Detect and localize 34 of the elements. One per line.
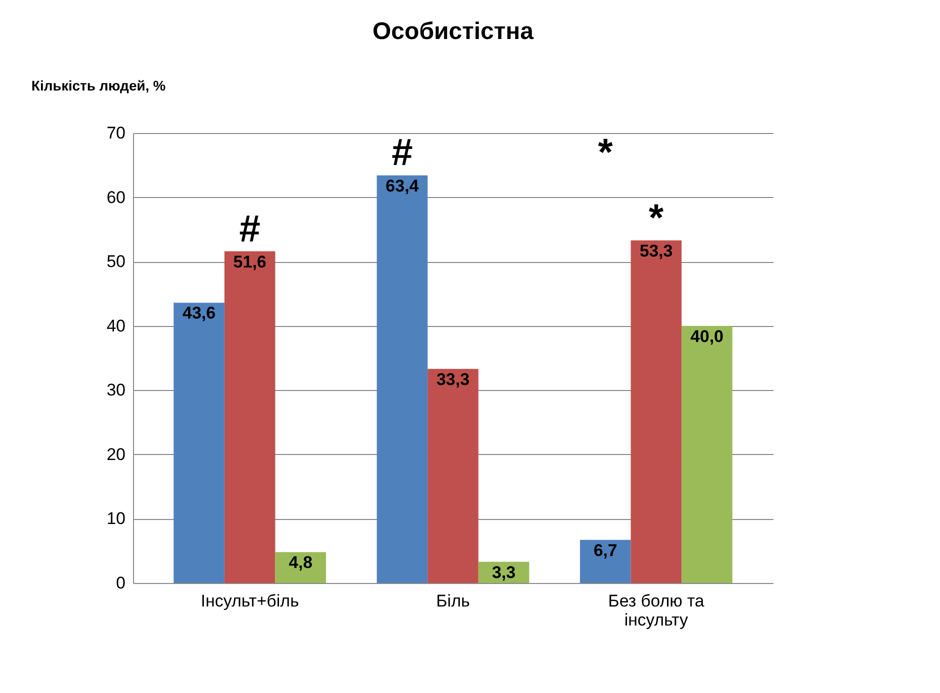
data-label: 51,6 xyxy=(233,252,266,272)
y-tick-label: 30 xyxy=(106,380,126,400)
annotation: # xyxy=(392,132,413,174)
data-label: 63,4 xyxy=(386,176,420,196)
bar xyxy=(580,540,631,583)
x-tick-label: Інсульт+біль xyxy=(200,592,300,610)
data-label: 43,6 xyxy=(182,304,216,323)
y-tick-label: 0 xyxy=(116,574,126,592)
chart-title: Особистістна xyxy=(372,18,534,45)
data-label: 3,3 xyxy=(492,562,516,582)
bar xyxy=(630,240,682,583)
y-tick-label: 20 xyxy=(106,444,126,464)
y-tick-label: 10 xyxy=(106,509,126,528)
y-tick-label: 40 xyxy=(106,316,126,336)
bar xyxy=(682,326,732,583)
data-label: 40,0 xyxy=(690,326,724,346)
bar xyxy=(376,175,428,583)
x-tick-label: Біль xyxy=(436,592,470,610)
x-tick-label: Без болю та інсульту xyxy=(608,592,705,630)
annotation: * xyxy=(648,197,664,240)
bar xyxy=(174,302,224,583)
y-tick-label: 60 xyxy=(106,188,126,207)
y-tick-label: 70 xyxy=(106,124,126,142)
bar xyxy=(224,251,276,583)
annotation: # xyxy=(239,208,260,250)
data-label: 53,3 xyxy=(640,241,673,260)
y-axis-title: Кількість людей, % xyxy=(31,78,166,94)
data-label: 4,8 xyxy=(288,553,312,572)
data-label: 6,7 xyxy=(594,540,618,560)
bar xyxy=(428,368,478,583)
bar xyxy=(275,552,326,583)
y-tick-label: 50 xyxy=(106,252,126,272)
data-label: 33,3 xyxy=(436,370,470,389)
annotation: * xyxy=(598,132,613,174)
